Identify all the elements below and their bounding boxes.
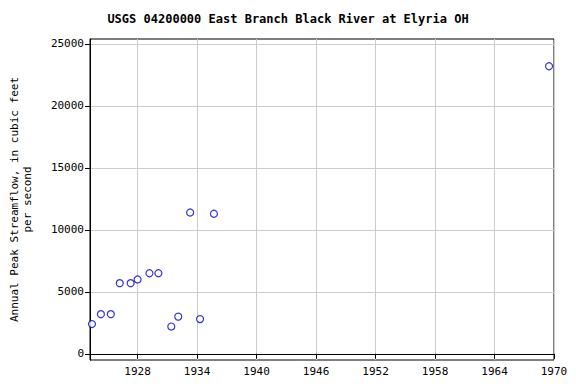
svg-text:1964: 1964: [481, 365, 508, 378]
svg-text:1946: 1946: [303, 365, 330, 378]
svg-text:5000: 5000: [58, 285, 85, 298]
svg-text:1928: 1928: [124, 365, 151, 378]
svg-text:1952: 1952: [362, 365, 389, 378]
svg-text:25000: 25000: [51, 37, 84, 50]
svg-text:USGS 04200000 East Branch Blac: USGS 04200000 East Branch Black River at…: [107, 12, 468, 26]
svg-text:0: 0: [77, 347, 84, 360]
svg-text:20000: 20000: [51, 99, 84, 112]
svg-text:per second: per second: [21, 166, 34, 232]
svg-text:1934: 1934: [184, 365, 211, 378]
svg-text:1958: 1958: [422, 365, 449, 378]
svg-text:15000: 15000: [51, 161, 84, 174]
svg-text:1970: 1970: [541, 365, 568, 378]
svg-text:1940: 1940: [243, 365, 270, 378]
svg-text:10000: 10000: [51, 223, 84, 236]
svg-text:Annual Peak Streamflow, in cub: Annual Peak Streamflow, in cubic feet: [8, 77, 21, 322]
